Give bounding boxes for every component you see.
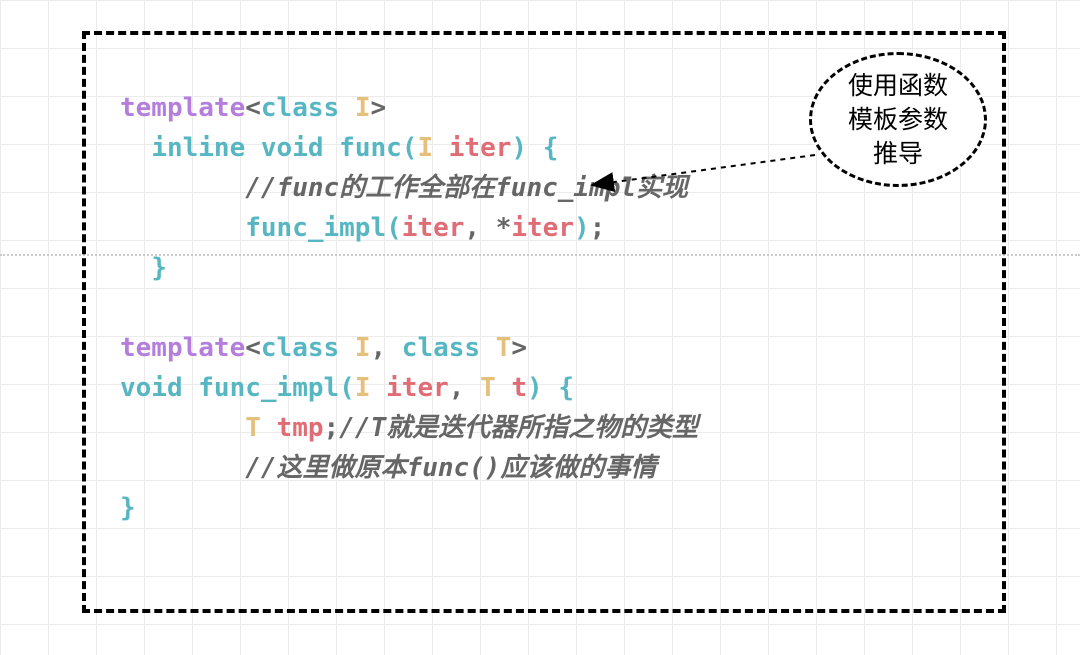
callout-line2: 模板参数: [848, 106, 948, 134]
callout-line1: 使用函数: [848, 72, 948, 100]
callout-line3: 推导: [873, 140, 923, 168]
code-block: template<class I> inline void func(I ite…: [120, 88, 698, 528]
callout-bubble: 使用函数 模板参数 推导: [809, 52, 987, 187]
